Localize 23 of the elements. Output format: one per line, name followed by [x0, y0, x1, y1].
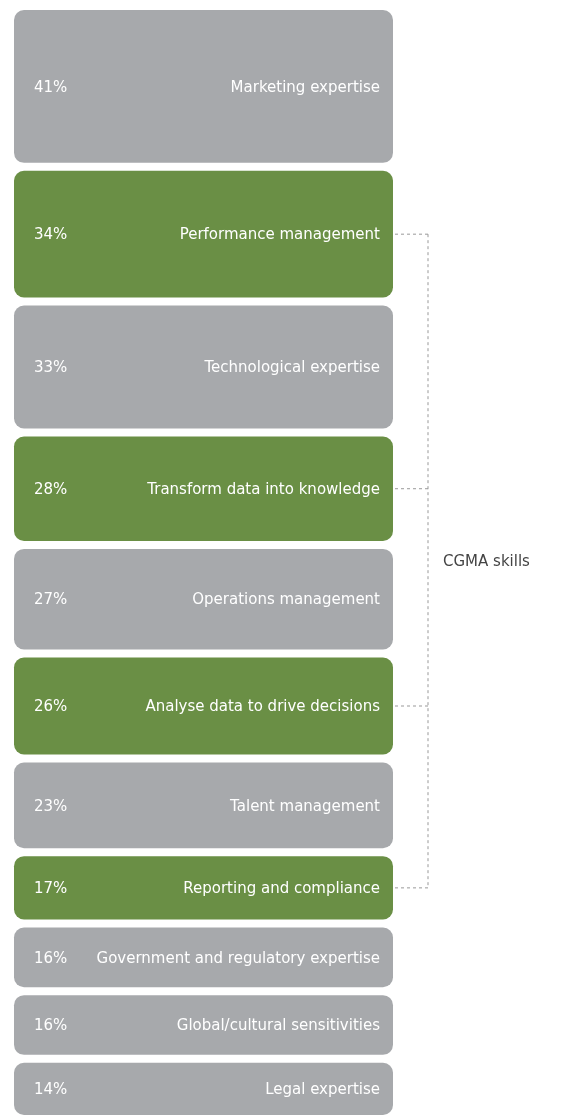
category-label: Marketing expertise — [230, 77, 380, 96]
data-label: 27% — [34, 590, 68, 609]
category-label: Operations management — [192, 590, 381, 609]
data-label: 16% — [34, 1016, 68, 1035]
category-label: Talent management — [229, 796, 381, 815]
data-label: 33% — [34, 358, 68, 377]
data-label: 34% — [34, 225, 68, 244]
data-label: 26% — [34, 697, 68, 716]
category-label: Technological expertise — [203, 358, 380, 377]
data-label: 14% — [34, 1080, 68, 1099]
category-label: Transform data into knowledge — [146, 479, 380, 498]
data-label: 28% — [34, 479, 68, 498]
category-label: Global/cultural sensitivities — [176, 1016, 381, 1035]
text: CGMA skills — [443, 552, 531, 571]
category-label: Legal expertise — [265, 1080, 380, 1099]
data-label: 16% — [34, 948, 68, 967]
category-label: Analyse data to drive decisions — [145, 697, 381, 716]
data-label: 23% — [34, 796, 68, 815]
category-label: Performance management — [179, 225, 381, 244]
data-label: 41% — [34, 77, 68, 96]
data-label: 17% — [34, 879, 68, 898]
category-label: Reporting and compliance — [183, 879, 380, 898]
category-label: Government and regulatory expertise — [96, 948, 380, 967]
